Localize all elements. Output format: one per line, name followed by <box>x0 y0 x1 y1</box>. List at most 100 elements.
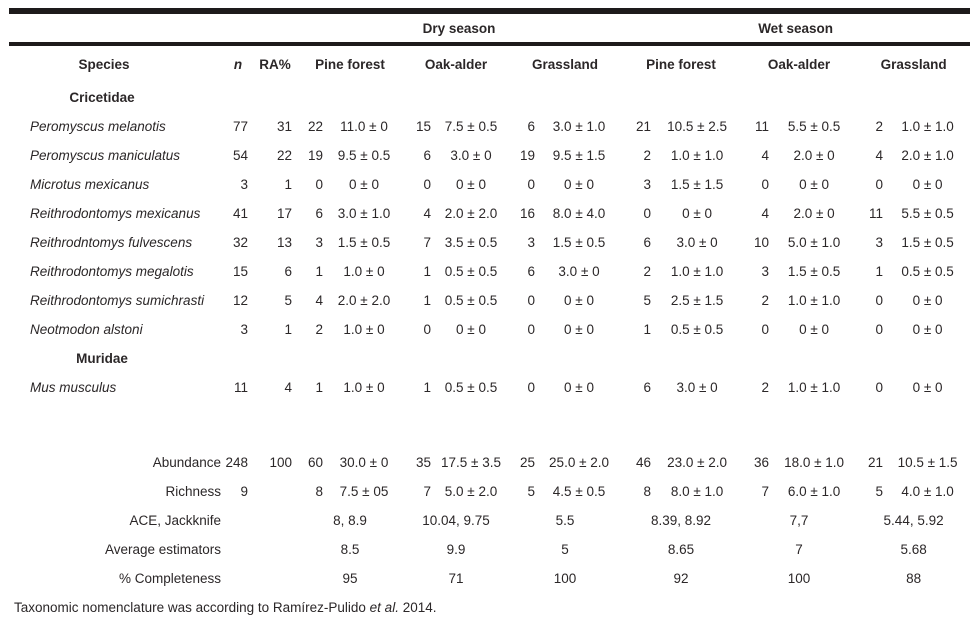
count-value: 46 <box>636 455 652 470</box>
count-value: 1 <box>423 264 431 279</box>
summary-label: Richness <box>165 484 221 499</box>
table-row: Peromyscus maniculatus 54 22 19 9.5 ± 0.5 6 3.… <box>9 141 970 170</box>
n-value: 12 <box>232 293 248 308</box>
count-value: 1 <box>423 293 431 308</box>
ra-value: 6 <box>284 264 292 279</box>
mean-sd-value: 5.0 ± 2.0 <box>444 484 498 499</box>
mean-sd-value: 0 ± 0 <box>564 177 594 192</box>
mean-sd-value: 8.0 ± 4.0 <box>552 206 606 221</box>
col-header-oak-alder-dry: Oak-alder <box>424 57 488 72</box>
mean-sd-value: 1.0 ± 0 <box>343 322 385 337</box>
count-value: 3 <box>761 264 770 279</box>
count-value: 3 <box>527 235 535 250</box>
table-row: Reithrodontomys megalotis 15 6 1 1.0 ± 0 1 0.5… <box>9 257 970 286</box>
count-value: 0 <box>527 380 535 395</box>
ra-value: 13 <box>276 235 292 250</box>
n-value: 3 <box>240 322 248 337</box>
mean-sd-value: 5.5 ± 0.5 <box>787 119 841 134</box>
estimator-value: 7,7 <box>789 513 809 528</box>
count-value: 19 <box>519 148 535 163</box>
estimator-value: 9.9 <box>446 542 466 557</box>
mean-sd-value: 0 ± 0 <box>799 177 830 192</box>
mean-sd-value: 0.5 ± 0.5 <box>444 293 498 308</box>
dry-season-header: Dry season <box>297 11 622 46</box>
empty-cell <box>223 83 970 112</box>
mean-sd-value: 2.0 ± 1.0 <box>901 148 954 163</box>
species-label: Peromyscus melanotis <box>30 119 166 134</box>
table-row: Cricetidae <box>9 83 970 112</box>
mean-sd-value: 5.0 ± 1.0 <box>787 235 841 250</box>
count-value: 8 <box>643 484 652 499</box>
estimator-value: 92 <box>673 571 689 586</box>
estimator-value: 100 <box>553 571 577 586</box>
estimator-value: 95 <box>342 571 358 586</box>
count-value: 2 <box>315 322 323 337</box>
ra-value <box>253 564 297 593</box>
mean-sd-value: 7.5 ± 05 <box>339 484 389 499</box>
count-value: 0 <box>875 293 884 308</box>
count-value: 5 <box>875 484 884 499</box>
mean-sd-value: 4.0 ± 1.0 <box>901 484 954 499</box>
n-value <box>223 535 253 564</box>
count-value: 2 <box>761 293 770 308</box>
mean-sd-value: 9.5 ± 0.5 <box>337 148 391 163</box>
col-header-grassland-dry: Grassland <box>532 57 599 72</box>
estimator-value: 8.5 <box>340 542 360 557</box>
mean-sd-value: 10.5 ± 2.5 <box>667 119 728 134</box>
species-label: Microtus mexicanus <box>30 177 150 192</box>
mean-sd-value: 30.0 ± 0 <box>339 455 389 470</box>
count-value: 3 <box>643 177 652 192</box>
ra-value: 100 <box>269 455 292 470</box>
species-label: Peromyscus maniculatus <box>30 148 181 163</box>
table-row: Reithrodntomys fulvescens 32 13 3 1.5 ± 0.5 7… <box>9 228 970 257</box>
count-value: 35 <box>415 455 431 470</box>
summary-label: ACE, Jackknife <box>129 513 221 528</box>
mean-sd-value: 2.0 ± 2.0 <box>337 293 391 308</box>
mean-sd-value: 8.0 ± 1.0 <box>670 484 724 499</box>
n-value <box>223 564 253 593</box>
count-value: 60 <box>307 455 323 470</box>
footnote-text: Taxonomic nomenclature was according to … <box>14 600 370 615</box>
count-value: 1 <box>315 264 323 279</box>
count-value: 6 <box>315 206 323 221</box>
estimator-value: 5.68 <box>900 542 927 557</box>
estimator-value: 5.44, 5.92 <box>883 513 944 528</box>
mean-sd-value: 0.5 ± 0.5 <box>670 322 724 337</box>
species-label: Mus musculus <box>30 380 117 395</box>
count-value: 0 <box>527 322 535 337</box>
count-value: 6 <box>643 380 652 395</box>
ra-value: 22 <box>276 148 292 163</box>
estimator-value: 8, 8.9 <box>333 513 367 528</box>
n-value: 15 <box>232 264 248 279</box>
col-header-grassland-wet: Grassland <box>880 57 947 72</box>
table-row: Richness 9 8 7.5 ± 05 7 5.0 ± 2.0 5 4.5 ± 0.5 8 8… <box>9 477 970 506</box>
col-header-species: Species <box>78 57 130 72</box>
summary-label: Average estimators <box>104 542 221 557</box>
mean-sd-value: 23.0 ± 2.0 <box>667 455 728 470</box>
mean-sd-value: 1.5 ± 1.5 <box>670 177 724 192</box>
mean-sd-value: 3.5 ± 0.5 <box>444 235 498 250</box>
count-value: 3 <box>315 235 323 250</box>
count-value: 0 <box>875 380 884 395</box>
n-value: 3 <box>240 177 248 192</box>
n-value: 32 <box>232 235 248 250</box>
mean-sd-value: 0 ± 0 <box>912 293 943 308</box>
mean-sd-value: 0 ± 0 <box>564 380 594 395</box>
mean-sd-value: 0 ± 0 <box>456 177 486 192</box>
n-value: 11 <box>233 380 248 395</box>
n-value: 248 <box>225 455 248 470</box>
table-row: % Completeness 95 71 100 92 100 88 <box>9 564 970 593</box>
ra-value: 31 <box>276 119 292 134</box>
col-header-n: n <box>233 57 243 72</box>
mean-sd-value: 5.5 ± 0.5 <box>901 206 954 221</box>
mean-sd-value: 0.5 ± 0.5 <box>901 264 954 279</box>
estimator-value: 7 <box>795 542 803 557</box>
count-value: 1 <box>875 264 884 279</box>
count-value: 7 <box>423 235 431 250</box>
table-body: Cricetidae Peromyscus melanotis 77 31 22 11.0… <box>9 83 970 593</box>
count-value: 25 <box>519 455 535 470</box>
mean-sd-value: 9.5 ± 1.5 <box>552 148 606 163</box>
count-value: 0 <box>315 177 323 192</box>
count-value: 5 <box>527 484 535 499</box>
mean-sd-value: 17.5 ± 3.5 <box>441 455 501 470</box>
